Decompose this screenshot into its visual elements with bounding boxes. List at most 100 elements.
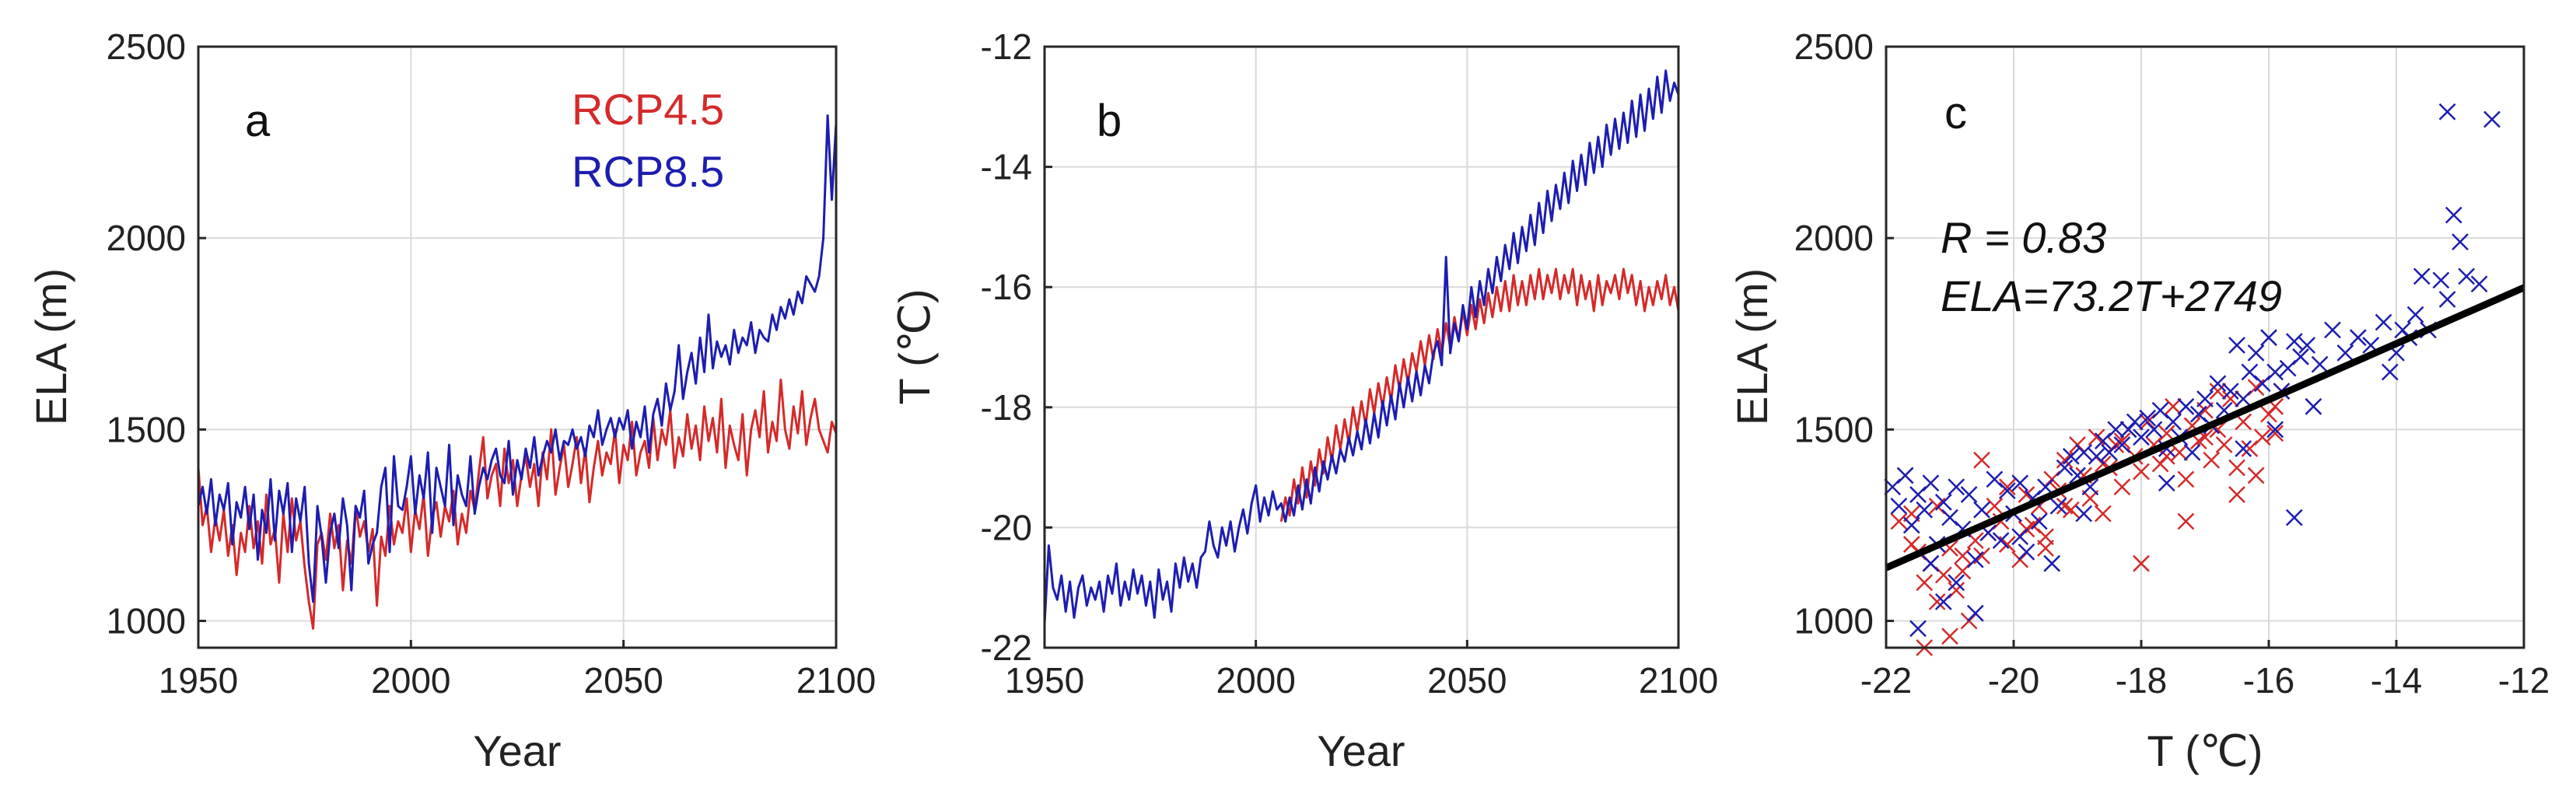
- panel-a-ytick-label-2: 2000: [107, 218, 186, 258]
- panel-c-point-RCP4.5-52: [2228, 459, 2245, 477]
- panel-c-point-RCP8.5-30: [2075, 444, 2093, 461]
- panel-c-point-RCP8.5-55: [2235, 390, 2252, 407]
- panel-c-point-RCP8.5-88: [2285, 509, 2303, 526]
- panel-b-ytick-label-3: -16: [981, 267, 1032, 307]
- panel-c-point-RCP4.5-78: [1954, 547, 1972, 565]
- panel-c-xlabel: T (℃): [2147, 726, 2263, 775]
- panel-c-point-RCP8.5-78: [2438, 291, 2456, 308]
- panel-b-ytick-label-0: -22: [981, 627, 1032, 668]
- panel-c-point-RCP8.5-63: [2285, 333, 2303, 350]
- panel-c-point-RCP8.5-57: [2247, 344, 2265, 362]
- panel-a-ytick-label-3: 2500: [107, 26, 186, 67]
- panel-c-point-RCP8.5-32: [2088, 447, 2105, 465]
- panel-c-point-RCP8.5-67: [2324, 321, 2341, 339]
- panel-c-point-RCP8.5-49: [2196, 390, 2214, 407]
- panel-c-point-RCP4.5-64: [1973, 451, 1990, 469]
- panel-c-xtick-label-2: -18: [2116, 660, 2167, 701]
- panel-c-point-RCP8.5-83: [2438, 103, 2456, 121]
- panel-c-point-RCP8.5-86: [2381, 363, 2399, 381]
- panel-b-ytick-label-4: -14: [981, 147, 1032, 187]
- panel-b-series-RCP4.5: [1279, 267, 1680, 522]
- panel-c-point-RCP4.5-31: [2094, 505, 2112, 523]
- panel-a-ytick-label-0: 1000: [107, 601, 186, 641]
- panel-c-xtick-label-4: -14: [2371, 660, 2422, 701]
- panel-b-ytick-label-2: -18: [981, 387, 1032, 428]
- panel-c-ytick-label-2: 2000: [1794, 218, 1874, 258]
- panel-c-point-RCP8.5-53: [2221, 383, 2239, 400]
- panel-c-point-RCP8.5-97: [2235, 440, 2252, 457]
- panel-c-point-RCP8.5-35: [2107, 421, 2125, 439]
- panel-c-point-RCP8.5-75: [2406, 306, 2424, 323]
- panel-c-point-RCP4.5-3: [1916, 574, 1934, 592]
- panel-c-point-RCP8.5-84: [2483, 110, 2501, 128]
- panel-c-point-RCP8.5-28: [2062, 447, 2080, 465]
- panel-b-ticks: 1950 2000 2050 2100 -22 -20 -18 -16 -14 -12: [981, 26, 1719, 701]
- panel-c-point-RCP4.5-70: [2056, 497, 2074, 515]
- panel-c-fit-line: [1885, 284, 2525, 572]
- panel-a-series-RCP4.5: [197, 378, 838, 630]
- panel-c-point-RCP4.5-67: [2247, 467, 2265, 484]
- panel-a-letter: a: [245, 96, 271, 146]
- panel-c-point-RCP8.5-91: [1966, 604, 1984, 622]
- panel-c-point-RCP8.5-21: [2018, 544, 2035, 561]
- panel-c-point-RCP8.5-5: [1916, 501, 1934, 519]
- panel-c-ytick-label-0: 1000: [1794, 601, 1874, 641]
- panel-a-ylabel: ELA (m): [26, 268, 75, 425]
- panel-c-point-RCP8.5-54: [2228, 337, 2245, 354]
- panel-c-point-RCP4.5-42: [2165, 397, 2182, 415]
- panel-b-ytick-label-1: -20: [981, 507, 1032, 547]
- panel-c-point-RCP8.5-38: [2126, 413, 2144, 431]
- panel-c-point-RCP8.5-34: [2101, 444, 2118, 461]
- panel-c-point-RCP8.5-79: [2445, 206, 2462, 224]
- panel-c-axes-box: [1885, 45, 2525, 649]
- panel-c-point-RCP8.5-81: [2458, 267, 2476, 285]
- panel-c-point-RCP8.5-93: [1922, 554, 1940, 572]
- panel-c-point-RCP8.5-6: [1922, 474, 1940, 492]
- panel-c-xtick-label-1: -20: [1988, 660, 2039, 701]
- panel-c-point-RCP8.5-60: [2266, 363, 2284, 381]
- panel-c-point-RCP8.5-95: [2075, 505, 2093, 523]
- panel-b-ytick-label-5: -12: [981, 26, 1032, 67]
- panel-c-series-RCP8.5: [1884, 103, 2501, 638]
- panel-c-point-RCP8.5-10: [1948, 478, 1965, 496]
- panel-a-xtick-label-1: 2000: [371, 660, 450, 701]
- panel-b-xlabel: Year: [1317, 726, 1405, 775]
- panel-b-grid: [1045, 47, 1678, 648]
- panel-c-point-RCP8.5-94: [2011, 528, 2029, 546]
- panel-c-point-RCP8.5-77: [2432, 271, 2450, 289]
- panel-c-xtick-label-0: -22: [1860, 660, 1912, 701]
- panel-c-point-RCP8.5-92: [1948, 574, 1965, 592]
- panel-b-axes-box: [1043, 45, 1680, 649]
- panel-c-point-RCP4.5-37: [2133, 463, 2150, 481]
- panel-c-point-RCP4.5-43: [2171, 444, 2189, 461]
- panel-a-xtick-label-0: 1950: [159, 660, 238, 701]
- panel-a-xtick-label-2: 2050: [583, 660, 663, 701]
- panel-c-point-RCP8.5-2: [1896, 467, 1914, 484]
- panel-c-ytick-label-1: 1500: [1794, 409, 1874, 449]
- panel-a: 1950 2000 2050 2100 1000 1500 2000 2500 a RCP4.…: [26, 26, 876, 775]
- panel-c-point-RCP8.5-17: [1992, 532, 2010, 550]
- panel-c-point-RCP8.5-27: [2056, 459, 2074, 477]
- panel-c-point-RCP4.5-62: [2133, 554, 2150, 572]
- panel-c-point-RCP8.5-69: [2349, 329, 2367, 347]
- panel-c-point-RCP8.5-12: [1960, 486, 1978, 503]
- panel-c-point-RCP8.5-20: [2011, 474, 2029, 492]
- panel-c-point-RCP4.5-0: [1890, 512, 1908, 530]
- panel-c-point-RCP8.5-46: [2177, 397, 2195, 415]
- panel-c-point-RCP8.5-47: [2183, 444, 2201, 461]
- panel-c-point-RCP8.5-96: [2158, 474, 2175, 492]
- panel-c-annotation-r: R = 0.83: [1941, 213, 2106, 262]
- panel-c-ticks: -22 -20 -18 -16 -14 -12 1000 1500 2000 2500: [1794, 26, 2550, 701]
- panel-c-point-RCP8.5-65: [2298, 337, 2316, 354]
- panel-c-point-RCP8.5-14: [1973, 501, 1990, 519]
- panel-a-plot: [197, 114, 838, 630]
- panel-c-point-RCP4.5-61: [2177, 512, 2195, 530]
- panel-c-point-RCP4.5-63: [2037, 540, 2054, 557]
- panel-c-point-RCP4.5-58: [2266, 425, 2284, 442]
- panel-a-xtick-label-3: 2100: [796, 660, 876, 701]
- panel-a-axes-box: [197, 45, 838, 649]
- panel-c-point-RCP8.5-25: [2043, 554, 2061, 572]
- panel-c-ylabel: ELA (m): [1727, 268, 1776, 425]
- panel-c-point-RCP8.5-26: [2049, 497, 2067, 515]
- panel-c-point-RCP4.5-48: [2203, 451, 2221, 469]
